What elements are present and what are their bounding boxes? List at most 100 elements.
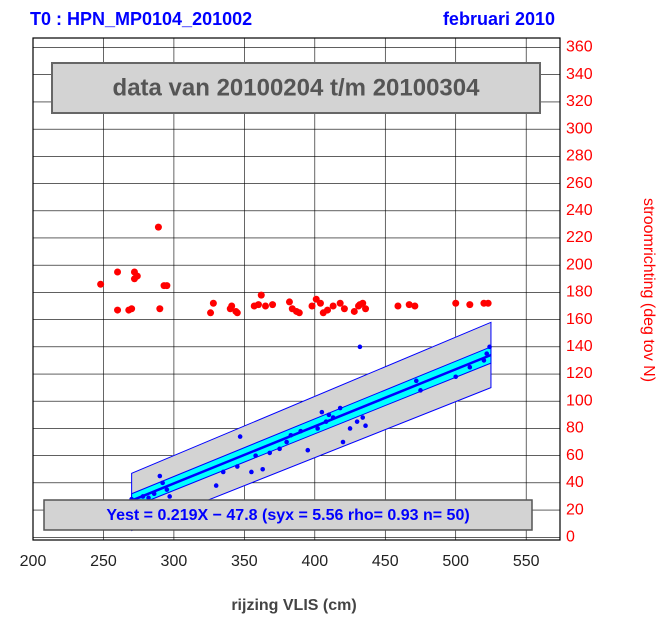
y2-tick-label: 340 [566, 66, 593, 83]
y2-tick-label: 240 [566, 202, 593, 219]
data-point [97, 280, 105, 288]
data-point [262, 302, 269, 310]
y2-tick-label: 300 [566, 120, 593, 137]
data-point [354, 419, 360, 424]
data-point [249, 469, 254, 475]
data-point [308, 302, 316, 310]
fit-line [131, 353, 492, 502]
data-point [207, 309, 215, 317]
data-point [347, 426, 353, 431]
data-point [340, 439, 346, 445]
y2-tick-label: 100 [566, 392, 593, 409]
annotation-box [51, 62, 541, 114]
data-point [359, 299, 367, 307]
y2-tick-label: 360 [566, 39, 593, 56]
data-point [140, 494, 146, 499]
data-point [487, 344, 492, 350]
data-point [160, 480, 165, 486]
data-point [237, 434, 243, 439]
x-tick-label: 400 [301, 553, 328, 570]
annotation: data van 20100204 t/m 20100304 [113, 74, 481, 101]
data-point [130, 275, 138, 283]
data-point [350, 307, 358, 315]
data-point [467, 364, 473, 370]
y2-tick-label: 180 [566, 284, 593, 301]
y2-tick-label: 120 [566, 365, 593, 382]
data-point [357, 344, 363, 350]
data-point [228, 302, 236, 310]
data-point [269, 301, 277, 309]
x-tick-label: 350 [231, 553, 258, 570]
y2-tick-label: 140 [566, 338, 593, 355]
y2-tick-label: 280 [566, 148, 593, 165]
data-point [394, 302, 402, 310]
data-point [157, 473, 163, 479]
data-point [413, 378, 419, 384]
data-point [235, 464, 240, 469]
x-tick-label: 500 [442, 553, 469, 570]
data-point [260, 466, 265, 472]
chart-title: T0 : HPN_MP0104_201002 [30, 9, 252, 29]
data-point [284, 439, 289, 445]
data-point [362, 305, 370, 313]
data-point [277, 446, 282, 452]
data-point [305, 447, 311, 453]
data-point [405, 301, 413, 309]
y2-tick-label: 200 [566, 256, 593, 273]
x-tick-label: 450 [372, 553, 399, 570]
data-point [336, 299, 344, 307]
data-point [167, 494, 172, 499]
data-point [315, 426, 320, 431]
data-point [128, 305, 136, 313]
data-point [329, 302, 337, 310]
data-point [484, 351, 490, 356]
data-point [418, 388, 423, 393]
data-point [267, 450, 273, 456]
x-tick-label: 300 [161, 553, 188, 570]
plot-frame [32, 37, 561, 541]
y2-tick-label: 80 [566, 420, 584, 437]
x-tick-label: 250 [90, 553, 117, 570]
x-tick-label: 550 [513, 553, 540, 570]
data-point [481, 358, 487, 363]
data-point [324, 306, 331, 314]
y2-tick-label: 320 [566, 93, 593, 110]
chart-subtitle: februari 2010 [443, 9, 555, 29]
x-axis-label: rijzing VLIS (cm) [231, 597, 356, 614]
y2-tick-label: 20 [566, 501, 584, 518]
data-point [213, 483, 219, 488]
data-point [337, 405, 343, 411]
y2-axis-label: stroomrichting (deg tov N) [640, 198, 657, 382]
data-point [233, 309, 241, 317]
data-point [254, 301, 262, 309]
y2-tick-label: 160 [566, 311, 593, 328]
y2-tick-label: 220 [566, 229, 593, 246]
data-point [466, 301, 474, 309]
data-point [220, 469, 226, 475]
y2-tick-label: 60 [566, 447, 584, 464]
data-point [340, 305, 348, 313]
data-point [114, 268, 122, 276]
y2-tick-label: 40 [566, 474, 584, 491]
y2-tick-label: 0 [566, 528, 575, 545]
data-point [257, 291, 265, 299]
data-point [326, 412, 332, 418]
data-point [330, 415, 336, 420]
data-point [319, 409, 325, 415]
data-point [114, 306, 122, 314]
data-point [156, 305, 164, 313]
data-point [363, 423, 368, 429]
data-point [164, 487, 170, 492]
data-point [285, 298, 293, 306]
data-point [360, 415, 366, 420]
data-point [154, 223, 162, 231]
data-point [484, 299, 492, 307]
data-point [453, 374, 459, 380]
data-point [288, 432, 294, 438]
data-point [209, 299, 217, 307]
data-point [253, 453, 258, 458]
data-point [411, 302, 419, 310]
data-point [163, 282, 171, 290]
x-tick-label: 200 [20, 553, 47, 570]
